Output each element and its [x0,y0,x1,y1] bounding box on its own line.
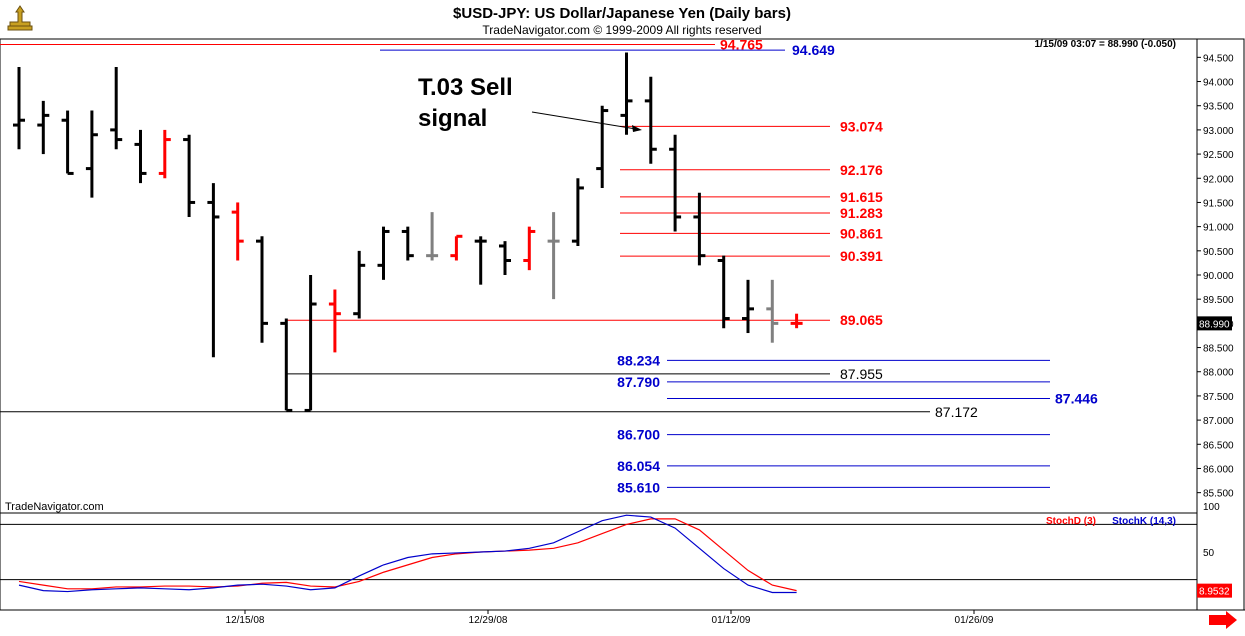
price-bar [620,52,633,135]
watermark: TradeNavigator.com [5,501,104,513]
stochastic-layer: 50 100 8.9532 [0,502,1232,598]
price-bars [13,52,803,412]
price-bar [596,105,609,188]
price-tick-label: 86.000 [1203,464,1234,475]
stochd-line [18,518,797,592]
price-tick-label: 91.000 [1203,223,1234,234]
level-label-89.065: 89.065 [840,312,883,328]
price-bar [766,279,779,343]
price-bar [693,192,706,266]
stoch-last-box [1197,583,1232,598]
quote-readout: 1/15/09 03:07 = 88.990 (-0.050) [1035,39,1177,50]
price-tick-label: 92.500 [1203,150,1234,161]
price-tick-label: 90.500 [1203,247,1234,258]
price-bar [499,241,511,275]
price-tick-label: 93.000 [1203,126,1234,137]
sell-signal-annotation-line2: signal [418,105,487,132]
level-label-85.610: 85.610 [617,479,660,495]
price-tick-label: 85.500 [1203,489,1234,500]
price-bar [474,236,487,285]
annotation-arrow-icon [531,111,642,132]
level-label-87.172: 87.172 [935,404,978,420]
price-bar [110,67,123,150]
level-label-87.790: 87.790 [617,374,660,390]
price-tick-label: 89.500 [1203,295,1234,306]
price-bar [134,129,147,184]
sell-signal-annotation-line1: T.03 Sell [418,74,513,101]
price-bar [183,134,196,217]
price-bar [207,183,220,358]
price-bar [547,212,560,300]
price-bar [377,226,390,280]
level-label-86.054: 86.054 [617,458,660,474]
price-bar [669,134,682,232]
level-label-91.615: 91.615 [840,189,883,205]
level-label-92.176: 92.176 [840,162,883,178]
price-bar [742,279,754,334]
price-bar [426,212,439,261]
price-tick-label: 92.000 [1203,174,1234,185]
level-label-93.074: 93.074 [840,118,883,134]
stochk-line [18,514,797,594]
level-label-91.283: 91.283 [840,205,883,221]
level-label-94.765: 94.765 [720,37,763,53]
stoch-tick-label: 100 [1203,502,1220,513]
price-bar [450,234,463,261]
stochk-legend: StochK (14,3) [1112,516,1176,527]
level-label-87.446: 87.446 [1055,391,1098,407]
price-tick-label: 93.500 [1203,102,1234,113]
price-tick-label: 91.500 [1203,198,1234,209]
price-bar [280,318,293,412]
trade-navigator-logo-icon [2,2,38,33]
price-tick-label: 86.500 [1203,440,1234,451]
chart-title: $USD-JPY: US Dollar/Japanese Yen (Daily … [453,5,791,22]
last-price-box [1197,316,1232,331]
date-tick-labels: 12/15/08 12/29/08 01/12/09 01/26/09 [226,610,994,626]
last-price-label: 88.990 [1199,319,1230,330]
level-label-86.700: 86.700 [617,427,660,443]
price-bar [328,289,341,353]
price-bar [790,313,803,329]
stochd-legend: StochD (3) [1046,516,1096,527]
price-bar [523,226,536,271]
price-bar [353,250,366,319]
price-tick-label: 90.000 [1203,271,1234,282]
price-bar [13,67,25,150]
date-tick-label: 01/26/09 [955,615,994,626]
price-bar [61,110,74,175]
stoch-tick-label: 50 [1203,548,1215,559]
price-bar [571,178,584,246]
price-bar [401,226,414,261]
price-bar [158,129,171,179]
price-bar [717,255,730,329]
price-bar [231,202,244,261]
level-label-90.861: 90.861 [840,225,883,241]
date-tick-label: 12/15/08 [226,615,265,626]
date-tick-label: 12/29/08 [469,615,508,626]
price-bar [256,236,268,343]
price-tick-label: 94.500 [1203,53,1234,64]
price-bar [85,110,98,198]
level-label-90.391: 90.391 [840,248,883,264]
price-bar [644,76,657,164]
level-label-94.649: 94.649 [792,42,835,58]
price-bar [304,275,317,412]
price-tick-label: 88.500 [1203,344,1234,355]
price-tick-labels: 85.500 86.000 86.500 87.000 87.500 88.000 88.5… [1197,53,1234,500]
chart-subtitle: TradeNavigator.com © 1999-2009 All right… [482,23,761,37]
date-tick-label: 01/12/09 [712,615,751,626]
price-tick-label: 94.000 [1203,78,1234,89]
level-label-88.234: 88.234 [617,352,660,368]
level-label-87.955: 87.955 [840,366,883,382]
price-tick-label: 87.500 [1203,392,1234,403]
price-tick-label: 87.000 [1203,416,1234,427]
stoch-last-label: 8.9532 [1199,587,1230,598]
price-bar [37,100,50,155]
scroll-right-arrow-icon[interactable] [1209,611,1237,629]
price-tick-label: 88.000 [1203,368,1234,379]
